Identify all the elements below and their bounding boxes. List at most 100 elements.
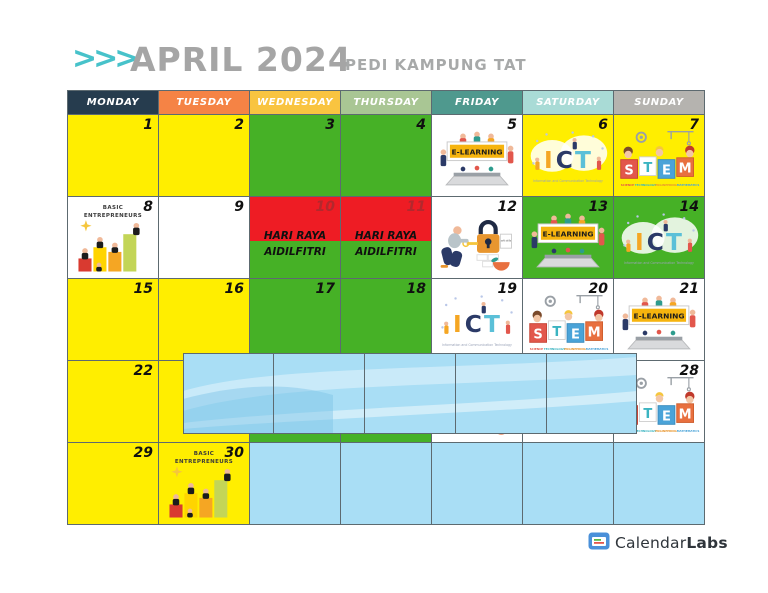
elearning-illustration: E-LEARNING — [617, 282, 701, 358]
cell-apr-13: 13 E-LEARNING — [523, 197, 613, 278]
cell-apr-7: 7 S T E M SCIENCE TECHNOLOGY ENGINEERING… — [614, 115, 704, 196]
cell-apr-17: 17 — [250, 279, 340, 360]
cell-empty-wave — [250, 443, 340, 524]
cell-apr-27: 27 I C T Information and Communication T… — [523, 361, 613, 442]
date-number: 9 — [234, 199, 244, 215]
date-number: 4 — [416, 117, 426, 133]
svg-text:soft skills: soft skills — [501, 403, 512, 406]
cell-empty-wave — [523, 443, 613, 524]
date-number: 2 — [234, 117, 244, 133]
svg-text:M: M — [679, 407, 692, 422]
holiday-label: HARI RAYA AIDILFITRI — [354, 230, 418, 259]
date-number: 6 — [598, 117, 608, 133]
cell-apr-15: 15 — [68, 279, 158, 360]
date-number: 23 — [224, 363, 244, 379]
cell-empty-wave — [614, 443, 704, 524]
date-number: 5 — [507, 117, 517, 133]
date-number: 1 — [143, 117, 153, 133]
cell-apr-16: 16 — [159, 279, 249, 360]
cell-apr-9: 9 — [159, 197, 249, 278]
svg-text:T: T — [666, 228, 682, 256]
elearning-illustration: E-LEARNING — [526, 200, 610, 276]
svg-text:soft skills: soft skills — [501, 239, 512, 242]
cell-apr-29: 29 — [68, 443, 158, 524]
cell-apr-10-hari-raya: 10 HARI RAYA AIDILFITRI — [250, 197, 340, 278]
cell-apr-8: 8 BASIC ENTREPRENEURS — [68, 197, 158, 278]
svg-text:T: T — [643, 160, 652, 175]
ict-illustration: I C T Information and Communication Tech… — [435, 282, 519, 358]
date-number: 16 — [224, 281, 244, 297]
date-number: 27 — [588, 363, 608, 379]
svg-text:T: T — [484, 310, 500, 338]
cell-apr-4: 4 — [341, 115, 431, 196]
svg-text:C: C — [556, 392, 573, 420]
date-number: 14 — [679, 199, 699, 215]
cell-apr-28: 28 S T E M SCIENCE TECHNOLOGY ENGINEERIN… — [614, 361, 704, 442]
svg-text:E: E — [662, 409, 671, 424]
calendar-grid: MONDAY TUESDAY WEDNESDAY THURSDAY FRIDAY… — [67, 90, 705, 525]
date-number: 13 — [588, 199, 608, 215]
ict-illustration: I C T Information and Communication Tech… — [526, 118, 610, 194]
cell-apr-18: 18 — [341, 279, 431, 360]
svg-text:Information and Communication: Information and Communication Technology — [624, 261, 694, 265]
svg-text:I: I — [453, 310, 462, 338]
date-number: 29 — [133, 445, 153, 461]
softskills-illustration: soft skills — [435, 200, 519, 276]
svg-text:Information and Communication: Information and Communication Technology — [442, 343, 512, 347]
cell-apr-21: 21 E-LEARNING — [614, 279, 704, 360]
weekday-saturday: SATURDAY — [523, 91, 613, 114]
cell-apr-5: 5 E-LEARNING — [432, 115, 522, 196]
date-number: 20 — [588, 281, 608, 297]
svg-text:C: C — [556, 146, 573, 174]
svg-text:T: T — [575, 392, 591, 420]
weekday-friday: FRIDAY — [432, 91, 522, 114]
cell-apr-3: 3 — [250, 115, 340, 196]
cell-apr-25: 25 — [341, 361, 431, 442]
cell-apr-1: 1 — [68, 115, 158, 196]
svg-text:Information and Communication: Information and Communication Technology — [533, 179, 603, 183]
date-number: 8 — [143, 199, 153, 215]
svg-text:E-LEARNING: E-LEARNING — [452, 147, 503, 156]
svg-text:E: E — [662, 163, 671, 178]
date-number: 28 — [679, 363, 699, 379]
svg-text:S: S — [624, 163, 633, 178]
entrepreneur-illustration — [162, 446, 246, 522]
date-number: 22 — [133, 363, 153, 379]
calendarlabs-logo[interactable]: CalendarLabs — [588, 532, 728, 554]
svg-text:T: T — [575, 146, 591, 174]
date-number: 3 — [325, 117, 335, 133]
stem-illustration: S T E M SCIENCE TECHNOLOGY ENGINEERING M… — [526, 282, 610, 358]
holiday-red-band — [250, 197, 340, 241]
entrepreneur-label: BASIC ENTREPRENEURS — [174, 451, 234, 466]
svg-text:T: T — [643, 406, 652, 421]
page-subtitle: PEDI KAMPUNG TAT — [345, 56, 527, 74]
date-number: 10 — [315, 199, 335, 215]
svg-text:SCIENCE TECHNOLOGY: SCIENCE TECHNOLOGY ENGINEERING MATHEMATI… — [621, 428, 700, 432]
svg-text:I: I — [635, 228, 644, 256]
cell-apr-20: 20 S T E M SCIENCE TECHNOLOGY ENGINEERIN… — [523, 279, 613, 360]
cell-apr-14: 14 I C T Information and Communication T… — [614, 197, 704, 278]
cell-apr-6: 6 I C T Information and Communication Te… — [523, 115, 613, 196]
cell-apr-2: 2 — [159, 115, 249, 196]
chevrons-icon: >>> — [72, 41, 139, 76]
date-number: 12 — [497, 199, 517, 215]
date-number: 26 — [497, 363, 517, 379]
svg-text:S: S — [624, 409, 633, 424]
date-number: 30 — [224, 445, 244, 461]
svg-text:C: C — [465, 310, 482, 338]
svg-text:E: E — [571, 327, 580, 342]
cell-apr-19: 19 I C T Information and Communication T… — [432, 279, 522, 360]
cell-apr-12: 12 soft skills — [432, 197, 522, 278]
cell-apr-26: 26 soft skills — [432, 361, 522, 442]
weekday-thursday: THURSDAY — [341, 91, 431, 114]
calendarlabs-icon — [588, 532, 610, 554]
weekday-sunday: SUNDAY — [614, 91, 704, 114]
cell-apr-22: 22 — [68, 361, 158, 442]
stem-illustration: S T E M SCIENCE TECHNOLOGY ENGINEERING M… — [617, 118, 701, 194]
weekday-monday: MONDAY — [68, 91, 158, 114]
svg-text:S: S — [533, 327, 542, 342]
weekday-wednesday: WEDNESDAY — [250, 91, 340, 114]
svg-text:M: M — [588, 325, 601, 340]
cell-apr-11-hari-raya: 11 HARI RAYA AIDILFITRI — [341, 197, 431, 278]
svg-text:I: I — [544, 392, 553, 420]
